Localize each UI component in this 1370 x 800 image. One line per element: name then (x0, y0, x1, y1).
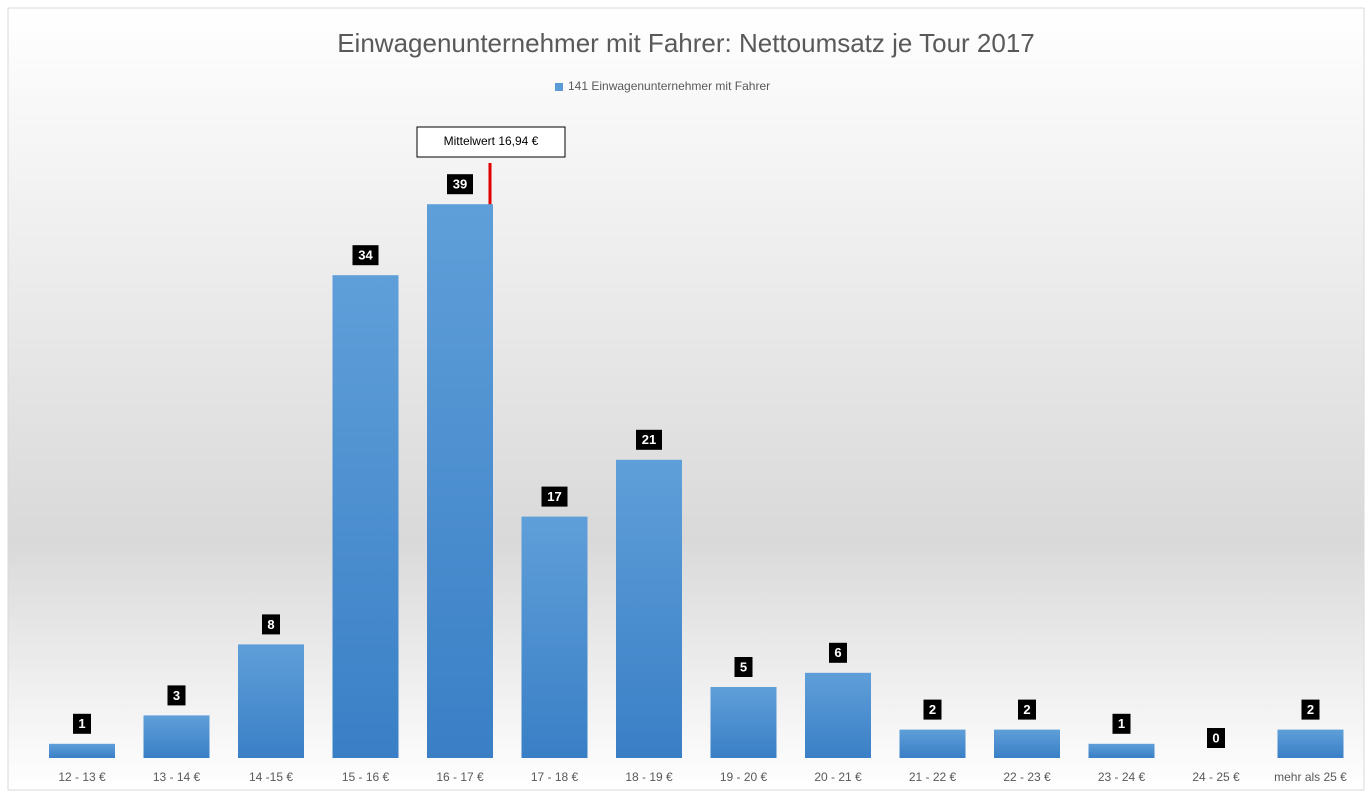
data-label-box (541, 486, 568, 507)
data-label-box (352, 245, 379, 266)
data-label-box (734, 657, 753, 677)
data-label: 2 (1023, 702, 1030, 717)
x-tick-label: mehr als 25 € (1274, 770, 1347, 784)
data-label: 2 (929, 702, 936, 717)
data-label: 34 (358, 248, 373, 263)
data-label-box (1112, 713, 1131, 734)
legend-swatch (555, 83, 563, 91)
data-label-box (1207, 728, 1225, 748)
data-label: 0 (1212, 730, 1219, 745)
data-label: 17 (547, 489, 561, 504)
bar (427, 204, 493, 758)
x-tick-label: 20 - 21 € (814, 770, 862, 784)
x-tick-label: 15 - 16 € (342, 770, 390, 784)
bar (994, 729, 1060, 758)
bar (805, 672, 871, 758)
data-label: 2 (1307, 702, 1314, 717)
x-tick-label: 16 - 17 € (436, 770, 484, 784)
x-tick-label: 24 - 25 € (1192, 770, 1240, 784)
plot-background (7, 7, 1365, 791)
x-tick-label: 22 - 23 € (1003, 770, 1051, 784)
data-label: 1 (1118, 716, 1125, 731)
x-tick-label: 17 - 18 € (531, 770, 579, 784)
bar (1088, 743, 1155, 758)
annotation: Mittelwert 16,94 € (444, 134, 539, 148)
data-label: 8 (267, 617, 274, 632)
bar (49, 743, 115, 758)
x-tick-label: 21 - 22 € (909, 770, 957, 784)
bar (143, 715, 210, 758)
data-label-box (73, 713, 91, 734)
data-label: 1 (78, 716, 85, 731)
data-label-box (1301, 699, 1320, 720)
data-label-box (829, 642, 847, 663)
bar (521, 516, 588, 758)
data-label: 39 (453, 177, 467, 192)
annotation-box (416, 126, 566, 158)
x-tick-label: 14 -15 € (249, 770, 293, 784)
bar (899, 729, 966, 758)
x-tick-label: 18 - 19 € (625, 770, 673, 784)
data-label-box (262, 614, 280, 635)
data-label-box (167, 685, 186, 706)
x-tick-label: 13 - 14 € (153, 770, 201, 784)
bar (1277, 729, 1344, 758)
data-label-box (1018, 699, 1036, 720)
data-label: 6 (834, 645, 841, 660)
data-label: 21 (642, 432, 656, 447)
legend-label: 141 Einwagenunternehmer mit Fahrer (568, 79, 770, 93)
data-label-box (923, 699, 942, 720)
bar (616, 459, 682, 758)
data-label: 3 (173, 688, 180, 703)
x-tick-label: 19 - 20 € (720, 770, 768, 784)
bar (710, 687, 777, 758)
x-tick-label: 12 - 13 € (58, 770, 106, 784)
x-tick-label: 23 - 24 € (1098, 770, 1146, 784)
chart-title: Einwagenunternehmer mit Fahrer: Nettoums… (337, 28, 1035, 58)
bar (332, 275, 399, 758)
bar (238, 644, 304, 758)
data-label-box (636, 429, 662, 450)
data-label-box (447, 174, 473, 195)
data-label: 5 (740, 659, 747, 674)
